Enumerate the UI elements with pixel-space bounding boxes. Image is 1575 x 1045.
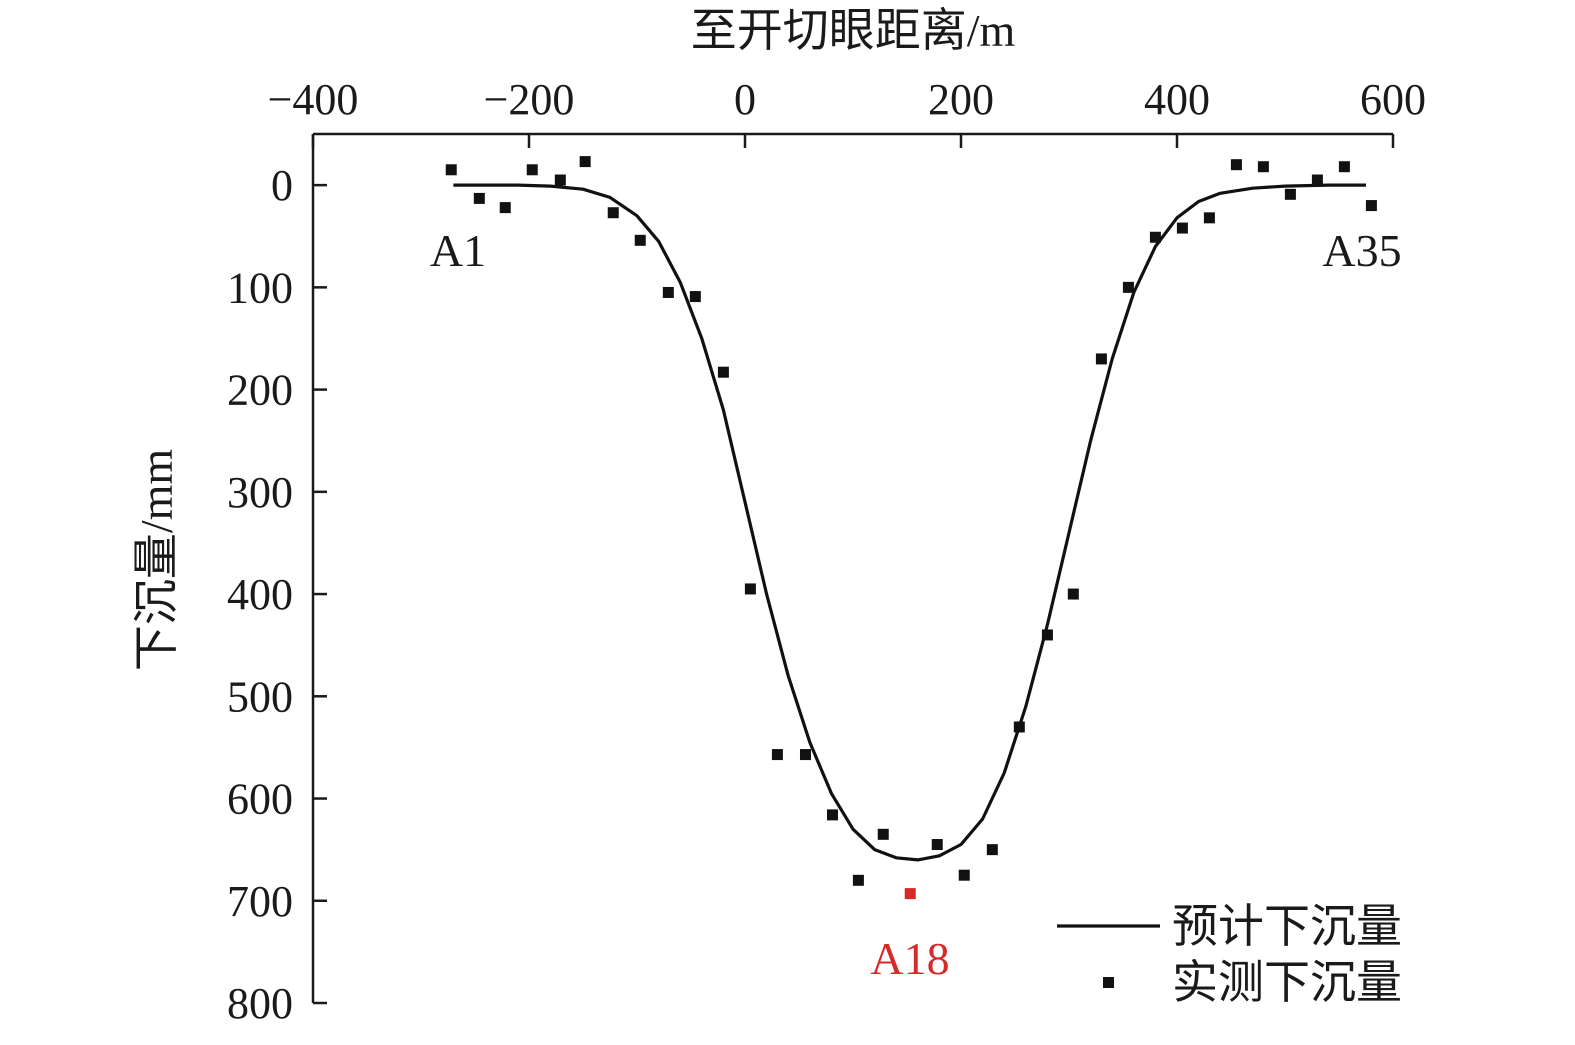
predicted-subsidence-line [453,183,1366,862]
measured-point [1149,231,1161,243]
measured-point [662,286,674,298]
measured-point [634,234,646,246]
y-tick-label: 100 [227,263,293,312]
measured-point [1122,281,1134,293]
measured-point [771,749,783,761]
measured-point [744,583,756,595]
measured-point [689,291,701,303]
y-tick-label: 600 [227,775,293,824]
measured-point [1095,353,1107,365]
x-tick-label: 0 [734,75,756,124]
measured-point [1230,159,1242,171]
measured-point [958,869,970,881]
x-tick-label: 600 [1360,75,1426,124]
measured-point [554,174,566,186]
y-tick-label: 200 [227,366,293,415]
annotation-a1: A1 [430,225,486,276]
tick-labels: −400 −200 0 200 400 600 0 100 200 300 400 500 600 700… [227,75,1426,1028]
y-tick-label: 0 [271,161,293,210]
measured-point [1257,161,1269,173]
measured-point [1013,721,1025,733]
x-tick-label: 400 [1144,75,1210,124]
y-axis-title: 下沉量/mm [131,449,182,672]
measured-point [717,366,729,378]
measured-point [607,207,619,219]
measured-point [1311,174,1323,186]
measured-point [579,156,591,168]
measured-point [1338,161,1350,173]
measured-point [526,164,538,176]
annotations: A1 A18 A35 [430,225,1402,984]
x-tick-label: 200 [928,75,994,124]
plot-area [445,156,1377,900]
measured-point [1203,212,1215,224]
annotation-a18: A18 [870,933,949,984]
measured-point [904,888,916,900]
y-tick-label: 500 [227,672,293,721]
measured-point [445,164,457,176]
y-tick-label: 700 [227,877,293,926]
annotation-a35: A35 [1322,225,1401,276]
axes [311,132,1395,1005]
measured-point [473,192,485,204]
measured-point [852,874,864,886]
measured-point [986,844,998,856]
y-tick-label: 800 [227,979,293,1028]
legend-point-swatch [1103,977,1114,988]
y-tick-label: 400 [227,570,293,619]
measured-point [1041,629,1053,641]
legend-label-predicted: 预计下沉量 [1172,901,1402,952]
x-axis-title: 至开切眼距离/m [691,5,1016,56]
legend-label-measured: 实测下沉量 [1172,957,1402,1008]
measured-point [1365,200,1377,212]
x-tick-label: −400 [268,75,359,124]
measured-point [1284,188,1296,200]
measured-point [1067,588,1079,600]
measured-point [499,202,511,214]
measured-point [826,809,838,821]
x-tick-label: −200 [484,75,575,124]
y-tick-label: 300 [227,468,293,517]
measured-point [799,749,811,761]
measured-point [877,828,889,840]
measured-point [1176,222,1188,234]
measured-point [931,839,943,851]
